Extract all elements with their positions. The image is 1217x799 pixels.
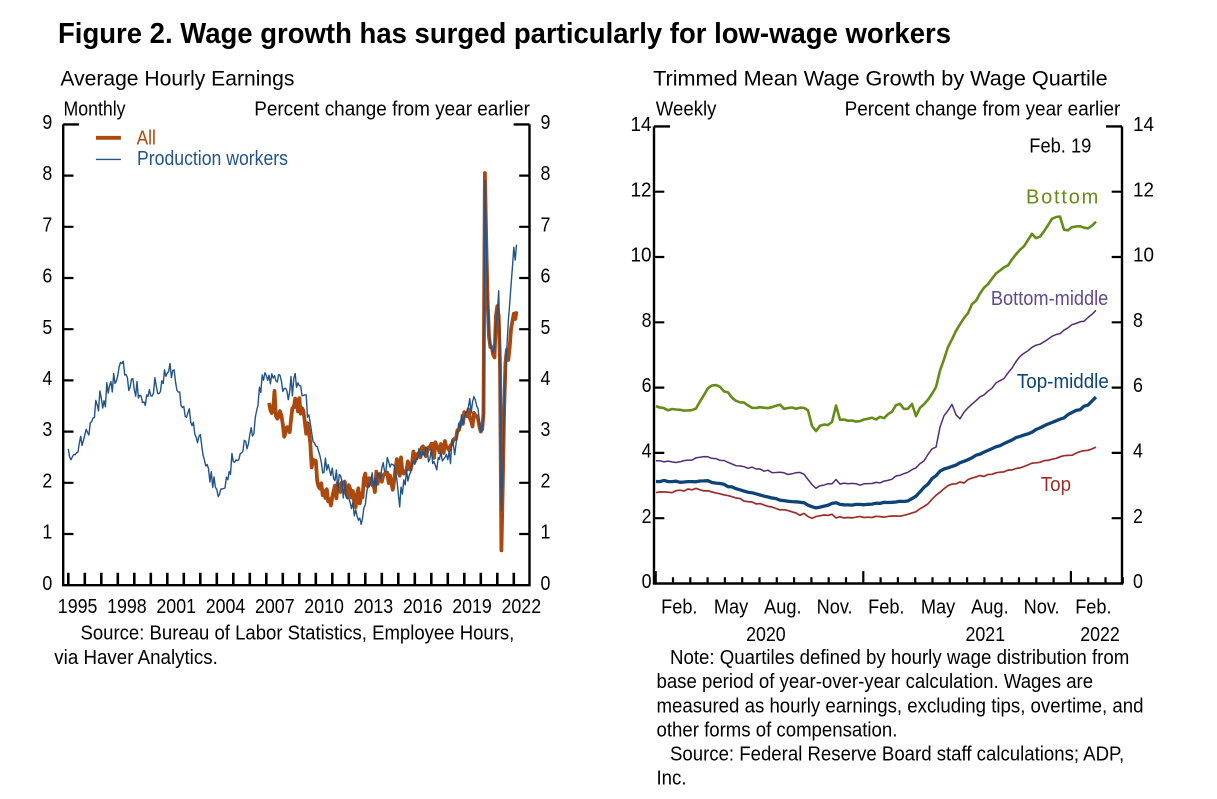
svg-text:via Haver Analytics.: via Haver Analytics.: [54, 647, 218, 669]
svg-text:2: 2: [42, 470, 52, 492]
svg-text:8: 8: [642, 310, 652, 332]
svg-text:0: 0: [541, 573, 551, 595]
svg-text:1: 1: [42, 522, 52, 544]
svg-text:Production workers: Production workers: [137, 148, 288, 170]
svg-text:Percent change from year earli: Percent change from year earlier: [845, 99, 1121, 121]
svg-text:2022: 2022: [502, 596, 542, 618]
svg-text:Percent change from year earli: Percent change from year earlier: [254, 99, 530, 121]
svg-text:2: 2: [642, 506, 652, 528]
svg-text:12: 12: [1133, 179, 1154, 201]
svg-text:10: 10: [1133, 245, 1154, 267]
svg-text:4: 4: [642, 441, 652, 463]
svg-text:14: 14: [631, 114, 652, 136]
svg-text:2013: 2013: [354, 596, 394, 618]
svg-text:Bottom-middle: Bottom-middle: [991, 288, 1108, 310]
svg-text:8: 8: [1133, 310, 1143, 332]
svg-text:measured as hourly earnings, e: measured as hourly earnings, excluding t…: [657, 695, 1144, 717]
svg-text:1998: 1998: [107, 596, 147, 618]
svg-text:6: 6: [1133, 375, 1143, 397]
svg-text:Top: Top: [1041, 474, 1071, 496]
svg-text:Source: Federal Reserve Board: Source: Federal Reserve Board staff calc…: [670, 744, 1124, 766]
svg-text:2022: 2022: [1080, 624, 1120, 646]
svg-text:Inc.: Inc.: [657, 768, 687, 790]
svg-text:2: 2: [541, 470, 551, 492]
svg-text:0: 0: [1133, 571, 1143, 593]
svg-text:0: 0: [642, 571, 652, 593]
svg-text:Nov.: Nov.: [1024, 596, 1060, 618]
svg-text:6: 6: [42, 266, 52, 288]
svg-text:10: 10: [631, 245, 652, 267]
svg-text:1995: 1995: [58, 596, 98, 618]
svg-text:3: 3: [42, 419, 52, 441]
svg-text:4: 4: [541, 368, 551, 390]
svg-text:Figure 2. Wage growth has surg: Figure 2. Wage growth has surged particu…: [58, 18, 951, 50]
svg-text:Top-middle: Top-middle: [1017, 371, 1109, 393]
svg-text:Feb.: Feb.: [868, 596, 904, 618]
svg-text:6: 6: [642, 375, 652, 397]
svg-text:2019: 2019: [452, 596, 492, 618]
svg-text:base period of year-over-year: base period of year-over-year calculatio…: [657, 671, 1094, 693]
svg-text:Aug.: Aug.: [764, 596, 802, 618]
svg-text:Trimmed Mean Wage Growth by Wa: Trimmed Mean Wage Growth by Wage Quartil…: [653, 68, 1108, 91]
svg-text:2010: 2010: [304, 596, 344, 618]
svg-text:8: 8: [541, 163, 551, 185]
svg-text:8: 8: [42, 163, 52, 185]
svg-text:4: 4: [42, 368, 52, 390]
svg-text:Source: Bureau of Labor Statis: Source: Bureau of Labor Statistics, Empl…: [81, 623, 515, 645]
svg-text:6: 6: [541, 266, 551, 288]
svg-text:5: 5: [42, 317, 52, 339]
svg-text:Average Hourly Earnings: Average Hourly Earnings: [60, 68, 294, 91]
svg-text:14: 14: [1133, 114, 1154, 136]
svg-text:May: May: [714, 596, 748, 618]
svg-text:2020: 2020: [746, 624, 786, 646]
svg-text:4: 4: [1133, 441, 1143, 463]
svg-text:other forms of compensation.: other forms of compensation.: [657, 720, 898, 742]
svg-text:All: All: [137, 127, 156, 149]
svg-text:Bottom: Bottom: [1026, 187, 1098, 209]
svg-text:0: 0: [42, 573, 52, 595]
svg-text:2004: 2004: [206, 596, 246, 618]
svg-text:12: 12: [631, 179, 652, 201]
svg-text:Note: Quartiles defined by hou: Note: Quartiles defined by hourly wage d…: [670, 647, 1129, 669]
svg-text:2001: 2001: [156, 596, 196, 618]
svg-text:7: 7: [42, 214, 52, 236]
svg-text:9: 9: [541, 112, 551, 134]
svg-text:May: May: [921, 596, 955, 618]
svg-text:Monthly: Monthly: [64, 99, 126, 121]
svg-text:Weekly: Weekly: [656, 99, 717, 121]
svg-text:2021: 2021: [966, 624, 1006, 646]
svg-text:9: 9: [42, 112, 52, 134]
svg-text:2016: 2016: [403, 596, 443, 618]
svg-text:3: 3: [541, 419, 551, 441]
svg-text:2007: 2007: [255, 596, 295, 618]
svg-text:Nov.: Nov.: [817, 596, 853, 618]
svg-text:1: 1: [541, 522, 551, 544]
svg-text:Feb.: Feb.: [1075, 596, 1111, 618]
svg-text:Aug.: Aug.: [971, 596, 1009, 618]
svg-text:Feb. 19: Feb. 19: [1029, 135, 1091, 157]
svg-text:5: 5: [541, 317, 551, 339]
svg-text:7: 7: [541, 214, 551, 236]
svg-text:2: 2: [1133, 506, 1143, 528]
svg-text:Feb.: Feb.: [661, 596, 697, 618]
